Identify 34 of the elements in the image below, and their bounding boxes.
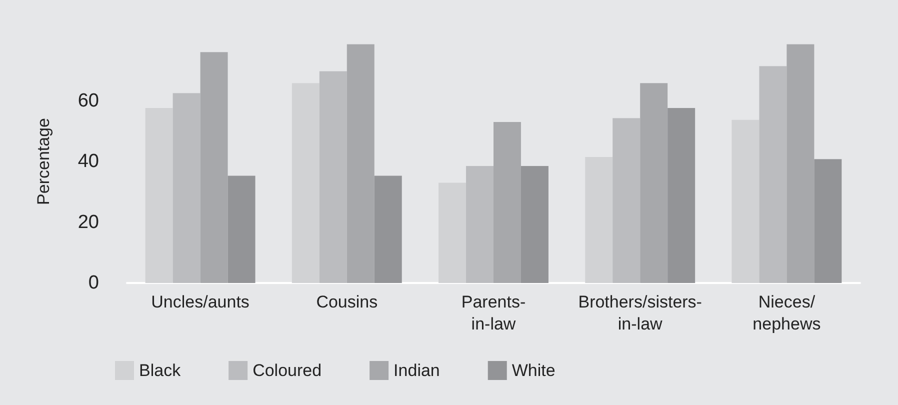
legend-label: Coloured [252,361,322,380]
bar [292,83,320,283]
bar [374,176,402,283]
y-tick-label: 20 [78,212,99,233]
bar [438,182,466,283]
y-tick-label: 0 [88,272,99,294]
bar [228,176,256,283]
y-tick-label: 40 [78,151,99,172]
y-axis-title: Percentage [34,118,53,205]
x-tick-label: Parents- in-law [461,292,526,334]
legend-label: Indian [394,361,440,380]
bar [640,83,668,283]
bar [786,44,814,283]
bar [172,93,200,283]
bar [494,122,521,283]
bar [319,71,347,283]
bar [759,66,787,283]
legend-label: Black [139,361,182,380]
bar [612,118,640,283]
bar [520,166,548,283]
bar [346,44,374,283]
x-tick-label: Uncles/aunts [151,292,250,312]
x-tick-label: Nieces/ nephews [752,292,821,334]
bar [668,108,696,283]
bar [466,166,494,283]
y-tick-label: 60 [78,90,99,112]
bar [814,159,842,283]
bar [145,108,173,283]
bar [585,156,613,283]
bar [200,52,228,283]
bar [732,120,760,283]
x-tick-label: Brothers/sisters- in-law [578,292,702,334]
x-tick-label: Cousins [316,292,378,312]
legend-label: White [512,361,556,380]
